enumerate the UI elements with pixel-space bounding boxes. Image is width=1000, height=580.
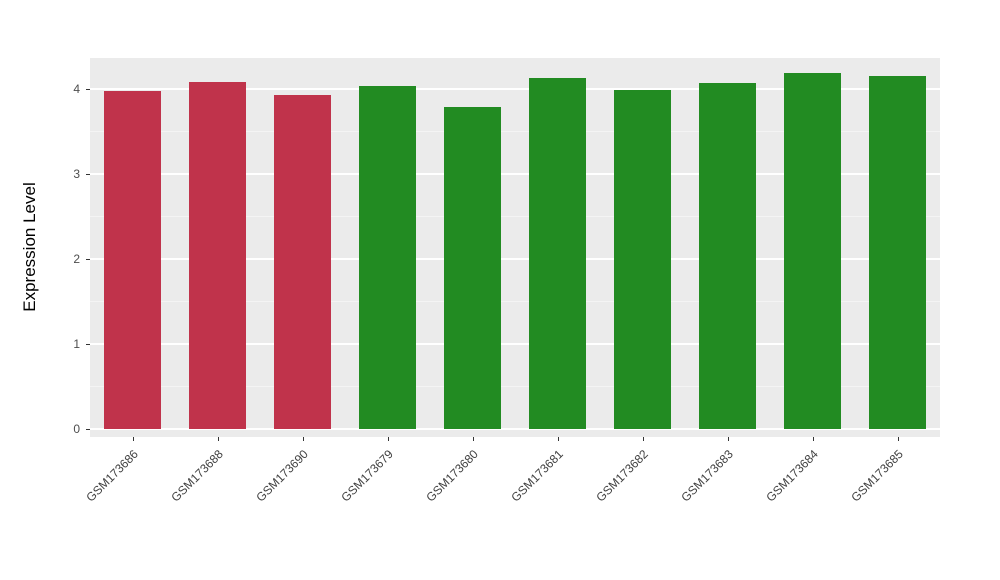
y-tick-label: 0 [73, 422, 80, 437]
x-tick-label: GSM173682 [592, 447, 651, 505]
y-tick-mark [86, 344, 90, 346]
y-tick-label: 1 [73, 337, 80, 352]
bar-GSM173685 [868, 75, 927, 430]
gridline-major [90, 258, 940, 261]
bar-GSM173686 [103, 91, 162, 430]
bar-GSM173684 [783, 73, 842, 430]
bar-GSM173679 [358, 86, 417, 430]
x-tick-mark [132, 437, 134, 441]
bar-GSM173680 [443, 106, 502, 430]
y-tick-mark [86, 259, 90, 261]
x-tick-mark [557, 437, 559, 441]
bar-GSM173683 [698, 82, 757, 430]
x-tick-mark [727, 437, 729, 441]
x-tick-label: GSM173688 [167, 447, 226, 505]
x-tick-mark [302, 437, 304, 441]
gridline-major [90, 88, 940, 91]
x-tick-mark [387, 437, 389, 441]
y-axis-title: Expression Level [20, 182, 39, 312]
x-tick-label: GSM173684 [762, 447, 821, 505]
gridline-minor [90, 385, 940, 387]
x-tick-mark [812, 437, 814, 441]
y-tick-mark [86, 174, 90, 176]
gridline-major [90, 173, 940, 176]
gridline-major [90, 343, 940, 346]
bar-GSM173688 [188, 81, 247, 430]
x-tick-mark [217, 437, 219, 441]
x-tick-label: GSM173680 [422, 447, 481, 505]
bar-GSM173681 [528, 78, 587, 430]
x-tick-label: GSM173681 [507, 447, 566, 505]
y-tick-mark [86, 89, 90, 91]
x-tick-label: GSM173679 [337, 447, 396, 505]
gridline-minor [90, 300, 940, 302]
gridline-minor [90, 215, 940, 217]
x-tick-label: GSM173686 [82, 447, 141, 505]
x-tick-label: GSM173690 [252, 447, 311, 505]
x-tick-label: GSM173683 [677, 447, 736, 505]
x-tick-label: GSM173685 [847, 447, 906, 505]
y-tick-mark [86, 429, 90, 431]
gridline-minor [90, 130, 940, 132]
y-tick-label: 3 [73, 167, 80, 182]
gridline-major [90, 428, 940, 431]
x-tick-mark [472, 437, 474, 441]
x-tick-mark [642, 437, 644, 441]
y-tick-label: 4 [73, 82, 80, 97]
y-tick-label: 2 [73, 252, 80, 267]
plot-panel [90, 58, 940, 437]
bar-GSM173690 [273, 95, 332, 430]
bar-GSM173682 [613, 90, 672, 430]
x-tick-mark [897, 437, 899, 441]
